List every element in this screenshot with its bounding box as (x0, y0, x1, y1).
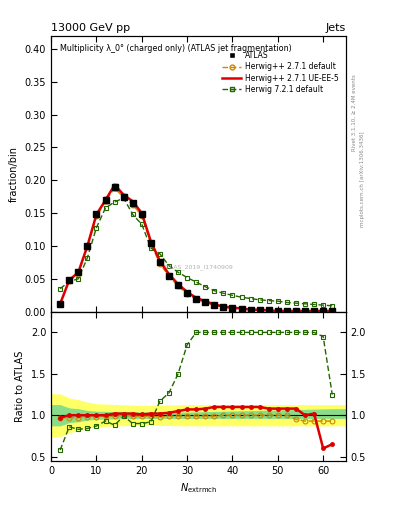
Text: Multiplicity λ_0° (charged only) (ATLAS jet fragmentation): Multiplicity λ_0° (charged only) (ATLAS … (60, 44, 292, 53)
Legend: ATLAS, Herwig++ 2.7.1 default, Herwig++ 2.7.1 UE-EE-5, Herwig 7.2.1 default: ATLAS, Herwig++ 2.7.1 default, Herwig++ … (219, 48, 342, 97)
Y-axis label: Ratio to ATLAS: Ratio to ATLAS (15, 351, 25, 422)
Text: mcplots.cern.ch [arXiv:1306.3436]: mcplots.cern.ch [arXiv:1306.3436] (360, 132, 365, 227)
Y-axis label: fraction/bin: fraction/bin (9, 146, 19, 202)
X-axis label: $N_{\rm extrm{ch}}$: $N_{\rm extrm{ch}}$ (180, 481, 217, 495)
Text: 13000 GeV pp: 13000 GeV pp (51, 23, 130, 33)
Text: ATLAS_2019_I1740909: ATLAS_2019_I1740909 (163, 265, 234, 270)
Text: Rivet 3.1.10, ≥ 2.4M events: Rivet 3.1.10, ≥ 2.4M events (352, 74, 357, 151)
Text: Jets: Jets (325, 23, 346, 33)
